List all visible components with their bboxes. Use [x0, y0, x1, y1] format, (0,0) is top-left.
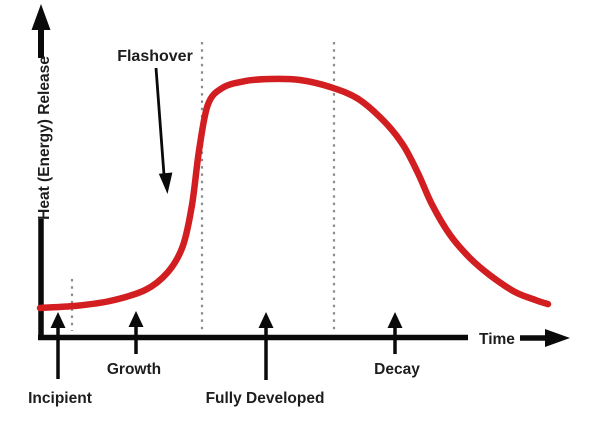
up-arrowhead-icon: [387, 312, 403, 328]
flashover-annotation: Flashover: [117, 48, 193, 194]
time-arrowhead-icon: [545, 329, 570, 347]
x-axis: Time: [38, 329, 570, 348]
up-arrowhead-icon: [128, 311, 144, 327]
phase-markers: [50, 311, 403, 380]
flashover-arrow-stem: [154, 67, 166, 176]
phase-label-fully-developed: Fully Developed: [206, 390, 325, 407]
phase-marker-growth: [128, 311, 144, 354]
phase-label-growth: Growth: [107, 361, 161, 378]
up-arrowhead-icon: [258, 312, 274, 328]
phase-boundaries: [70, 42, 336, 332]
y-axis: Heat (Energy) Release: [31, 4, 53, 340]
y-axis-arrowhead-icon: [31, 4, 51, 30]
phase-marker-incipient: [50, 312, 66, 379]
x-axis-label: Time: [479, 331, 515, 348]
flashover-label: Flashover: [117, 48, 193, 65]
phase-marker-fully-developed: [258, 312, 274, 380]
y-axis-label: Heat (Energy) Release: [36, 56, 53, 220]
up-arrowhead-icon: [50, 312, 66, 328]
flashover-arrowhead-icon: [158, 172, 173, 194]
phase-marker-decay: [387, 312, 403, 354]
phase-label-incipient: Incipient: [28, 390, 92, 407]
heat-release-curve: [36, 75, 552, 312]
phase-label-decay: Decay: [374, 361, 420, 378]
